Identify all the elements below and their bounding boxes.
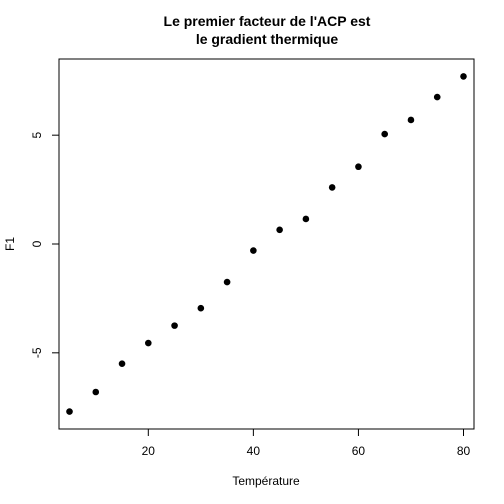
data-point xyxy=(250,247,257,254)
data-point xyxy=(223,278,231,286)
x-tick-label: 20 xyxy=(142,444,156,458)
plot-frame xyxy=(58,58,475,430)
data-point xyxy=(66,408,73,415)
y-tick-label: 5 xyxy=(30,132,44,139)
data-point xyxy=(302,215,310,223)
data-points xyxy=(66,73,467,415)
data-point xyxy=(92,388,100,396)
data-point xyxy=(433,93,441,101)
x-axis-label: Température xyxy=(232,474,300,488)
y-axis-label: F1 xyxy=(3,237,17,251)
data-point xyxy=(276,226,283,234)
x-axis: 20 40 60 80 xyxy=(142,429,471,458)
chart-title-line-1: Le premier facteur de l'ACP est xyxy=(164,13,371,29)
y-tick-label: 0 xyxy=(30,240,44,247)
y-tick-label: -5 xyxy=(30,347,44,358)
data-point xyxy=(145,339,152,347)
data-point xyxy=(328,184,336,191)
data-point xyxy=(171,322,178,329)
x-tick-label: 60 xyxy=(352,444,366,458)
chart-title-line-2: le gradient thermique xyxy=(196,31,339,47)
x-tick-label: 80 xyxy=(457,444,471,458)
y-axis: -5 0 5 xyxy=(30,132,59,358)
data-point xyxy=(460,73,467,80)
data-point xyxy=(118,360,126,368)
data-point xyxy=(197,304,205,312)
x-tick-label: 40 xyxy=(247,444,261,458)
data-point xyxy=(355,163,362,171)
data-point xyxy=(381,130,388,138)
data-point xyxy=(407,116,415,124)
